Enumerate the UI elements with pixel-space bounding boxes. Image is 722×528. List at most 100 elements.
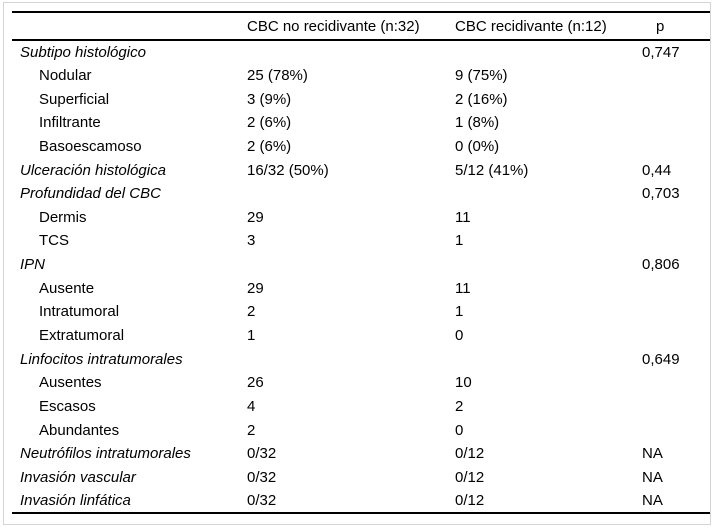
value-recidivante: 0/12 [455, 491, 485, 509]
value-recidivante: 2 (16%) [455, 90, 508, 108]
p-value [642, 395, 710, 419]
p-value [642, 300, 710, 324]
table-row: Intratumoral 2 1 [12, 300, 710, 324]
value-recidivante: 1 (8%) [455, 114, 500, 132]
row-label: Ausente [39, 279, 95, 297]
value-recidivante: 1 [455, 303, 464, 321]
row-label: TCS [39, 232, 69, 250]
table-body: Subtipo histológico 0,747 Nodular 25 (78%) 9… [12, 40, 710, 513]
header-row: CBC no recidivante (n:32) CBC recidivant… [12, 12, 710, 41]
p-value [642, 371, 710, 395]
table-row: Abundantes 2 0 [12, 418, 710, 442]
value-no-recidivante [247, 253, 455, 277]
p-value [642, 276, 710, 300]
p-value [642, 64, 710, 88]
value-recidivante: 0 [455, 421, 464, 439]
value-no-recidivante: 29 [247, 208, 264, 226]
table-row: Extratumoral 1 0 [12, 324, 710, 348]
row-label: Nodular [39, 66, 92, 84]
p-value [642, 205, 710, 229]
table-row: Superficial 3 (9%) 2 (16%) [12, 87, 710, 111]
header-recidivante: CBC recidivante (n:12) [455, 12, 642, 41]
p-value [642, 135, 710, 159]
value-no-recidivante: 26 [247, 374, 264, 392]
table-row: Dermis 29 11 [12, 205, 710, 229]
value-recidivante: 0 [455, 327, 464, 344]
value-recidivante [455, 347, 642, 371]
p-value [642, 324, 710, 348]
table-row: Linfocitos intratumorales 0,649 [12, 347, 710, 371]
table-row: TCS 3 1 [12, 229, 710, 253]
row-label: Neutrófilos intratumorales [20, 445, 191, 463]
table-row: Ausentes 26 10 [12, 371, 710, 395]
value-recidivante: 0/12 [455, 468, 485, 486]
row-label: Infiltrante [39, 114, 101, 132]
row-label: Ausentes [39, 374, 102, 392]
row-label: Linfocitos intratumorales [20, 350, 183, 368]
value-recidivante [455, 253, 642, 277]
row-label: IPN [20, 256, 46, 274]
value-no-recidivante: 25 (78%) [247, 66, 308, 84]
p-value [642, 111, 710, 135]
value-no-recidivante [247, 182, 455, 206]
value-no-recidivante: 0/32 [247, 445, 277, 463]
histology-comparison-table: CBC no recidivante (n:32) CBC recidivant… [12, 11, 710, 514]
row-label: Escasos [39, 397, 96, 415]
table-row: Subtipo histológico 0,747 [12, 40, 710, 64]
p-value [642, 229, 710, 253]
table-row: Invasión linfática 0/32 0/12 NA [12, 489, 710, 513]
table-row: Escasos 4 2 [12, 395, 710, 419]
p-value: NA [642, 468, 663, 486]
value-no-recidivante: 3 (9%) [247, 90, 292, 108]
row-label: Extratumoral [39, 327, 125, 344]
p-value: NA [642, 445, 663, 463]
p-value: 0,44 [642, 161, 672, 179]
value-no-recidivante: 2 (6%) [247, 137, 292, 155]
value-no-recidivante: 16/32 (50%) [247, 161, 329, 179]
row-label: Invasión vascular [20, 468, 136, 486]
value-recidivante: 11 [455, 208, 471, 226]
row-label: Ulceración histológica [20, 161, 166, 179]
value-recidivante: 2 [455, 397, 464, 415]
p-value: 0,703 [642, 185, 680, 203]
table-row: Ulceración histológica 16/32 (50%) 5/12 (4… [12, 158, 710, 182]
value-no-recidivante [247, 347, 455, 371]
value-recidivante: 1 [455, 232, 464, 250]
table-row: Nodular 25 (78%) 9 (75%) [12, 64, 710, 88]
value-no-recidivante: 0/32 [247, 468, 277, 486]
p-value: NA [642, 491, 663, 509]
row-label: Dermis [39, 208, 87, 226]
header-p-value: p [642, 12, 710, 41]
table-row: Neutrófilos intratumorales 0/32 0/12 NA [12, 442, 710, 466]
p-value [642, 418, 710, 442]
row-label: Subtipo histológico [20, 43, 146, 61]
value-recidivante: 0 (0%) [455, 137, 500, 155]
row-label: Abundantes [39, 421, 120, 439]
value-recidivante: 10 [455, 374, 472, 392]
header-empty [12, 12, 247, 41]
p-value: 0,649 [642, 350, 680, 368]
value-no-recidivante: 2 [247, 421, 256, 439]
row-label: Profundidad del CBC [20, 185, 161, 203]
table-row: IPN 0,806 [12, 253, 710, 277]
table-row: Invasión vascular 0/32 0/12 NA [12, 466, 710, 490]
table-row: Basoescamoso 2 (6%) 0 (0%) [12, 135, 710, 159]
row-label: Intratumoral [39, 303, 120, 321]
header-no-recidivante: CBC no recidivante (n:32) [247, 12, 455, 41]
table-row: Profundidad del CBC 0,703 [12, 182, 710, 206]
value-no-recidivante: 2 (6%) [247, 114, 292, 132]
value-no-recidivante: 3 [247, 232, 256, 250]
value-no-recidivante: 2 [247, 303, 256, 321]
value-recidivante: 11 [455, 279, 471, 297]
p-value: 0,747 [642, 43, 680, 61]
value-no-recidivante: 4 [247, 397, 256, 415]
value-no-recidivante: 0/32 [247, 491, 277, 509]
row-label: Superficial [39, 90, 110, 108]
p-value: 0,806 [642, 256, 680, 274]
value-recidivante: 9 (75%) [455, 66, 508, 84]
value-recidivante [455, 40, 642, 64]
row-label: Invasión linfática [20, 491, 131, 509]
value-recidivante: 0/12 [455, 445, 485, 463]
table-header: CBC no recidivante (n:32) CBC recidivant… [12, 12, 710, 41]
